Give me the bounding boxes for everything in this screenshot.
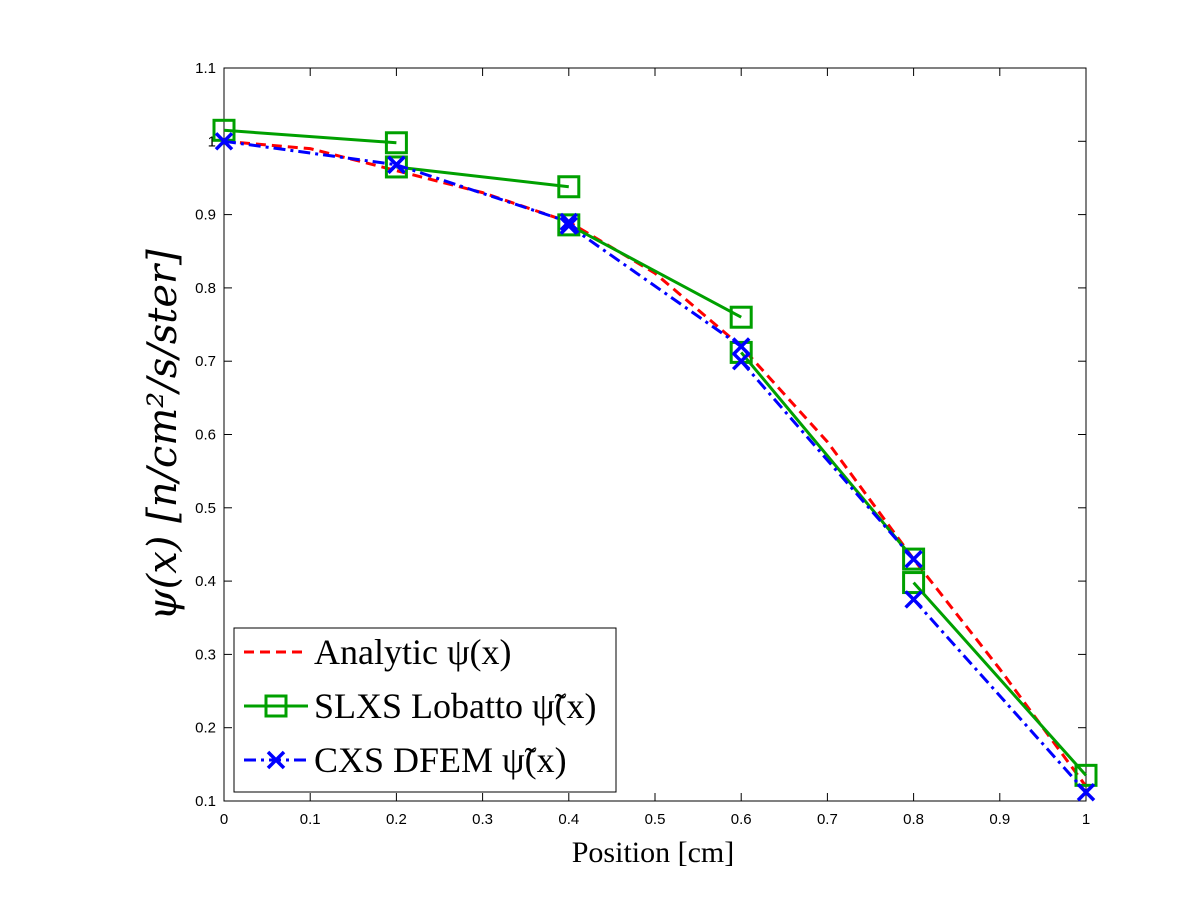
series-3-point	[731, 351, 751, 371]
x-tick-label: 0.4	[558, 811, 579, 828]
x-tick-label: 0.8	[903, 811, 924, 828]
series-2-line-segment	[396, 165, 569, 189]
series-3-line-segment	[912, 598, 1088, 794]
x-tick-label: 0.2	[386, 811, 407, 828]
y-tick-label: 0.9	[195, 207, 216, 224]
series-3-line-segment	[567, 224, 743, 348]
x-tick-label: 0.6	[731, 811, 752, 828]
x-axis-label: Position [cm]	[572, 836, 735, 869]
legend-label-1: Analytic ψ(x)	[314, 632, 511, 672]
y-tick-label: 0.2	[195, 720, 216, 737]
legend-label-3: CXS DFEM ψ̃(x)	[314, 740, 567, 780]
legend-marker-3	[266, 750, 286, 770]
series-3-point-stroke	[214, 132, 234, 151]
y-tick-label: 0.8	[195, 280, 216, 297]
series-3-point	[559, 212, 579, 232]
series-2-line-segment	[568, 223, 742, 319]
legend-label-2: SLXS Lobatto ψ̃(x)	[314, 686, 597, 726]
series-2-point	[557, 175, 581, 199]
series-2-point	[729, 305, 753, 329]
y-tick-label: 1.1	[195, 60, 216, 77]
y-tick-label: 0.1	[195, 793, 216, 810]
x-tick-label: 0.3	[472, 811, 493, 828]
series-3-point	[1076, 782, 1096, 802]
y-tick-label: 1	[208, 133, 216, 150]
series-2-line-segment	[912, 581, 1088, 777]
series-3-point	[559, 216, 579, 235]
y-tick-label: 0.5	[195, 500, 216, 517]
series-2-point	[902, 547, 926, 571]
series-2-line-segment	[223, 128, 397, 145]
series-3-line-segment	[395, 163, 570, 224]
x-tick-label: 0	[220, 811, 228, 828]
series-2-point	[1074, 763, 1098, 787]
series-3-point-stroke	[559, 212, 579, 232]
series-3-point-stroke	[731, 337, 751, 356]
series-2-point	[384, 131, 408, 155]
x-tick-label: 0.7	[817, 811, 838, 828]
x-tick-label: 1	[1082, 811, 1090, 828]
series-3-line-segment	[223, 139, 397, 167]
y-tick-label: 0.7	[195, 353, 216, 370]
x-tick-label: 0.9	[989, 811, 1010, 828]
series-2-point	[902, 571, 926, 595]
series-3-point-stroke	[559, 216, 579, 235]
series-1-line	[223, 139, 1088, 788]
series-2-point	[557, 213, 581, 237]
series-3-point-stroke	[1076, 782, 1096, 802]
legend-marker-2	[264, 694, 288, 718]
series-3-point-stroke	[387, 155, 406, 174]
series-3-point	[387, 155, 406, 174]
legend-box	[233, 627, 617, 793]
series-3-point-stroke	[904, 590, 923, 609]
y-tick-label: 0.3	[195, 646, 216, 663]
y-axis-label: ψ(x) [n/cm²/s/ster]	[140, 249, 186, 621]
legend: Analytic ψ(x) SLXS Lobatto ψ̃(x) CXS DFEM …	[233, 627, 617, 793]
series-3-point-stroke	[904, 549, 923, 569]
legend-marker-3-stroke	[266, 750, 286, 770]
y-tick-label: 0.4	[195, 573, 216, 590]
series-3-line-segment	[740, 360, 915, 561]
series-3-point	[904, 549, 923, 569]
series-3-point	[731, 337, 751, 356]
y-tick-label: 0.6	[195, 427, 216, 444]
x-tick-label: 0.5	[645, 811, 666, 828]
series-3-point	[214, 132, 234, 151]
series-3-point	[904, 590, 923, 609]
series-3-point-stroke	[731, 351, 751, 371]
x-tick-label: 0.1	[300, 811, 321, 828]
